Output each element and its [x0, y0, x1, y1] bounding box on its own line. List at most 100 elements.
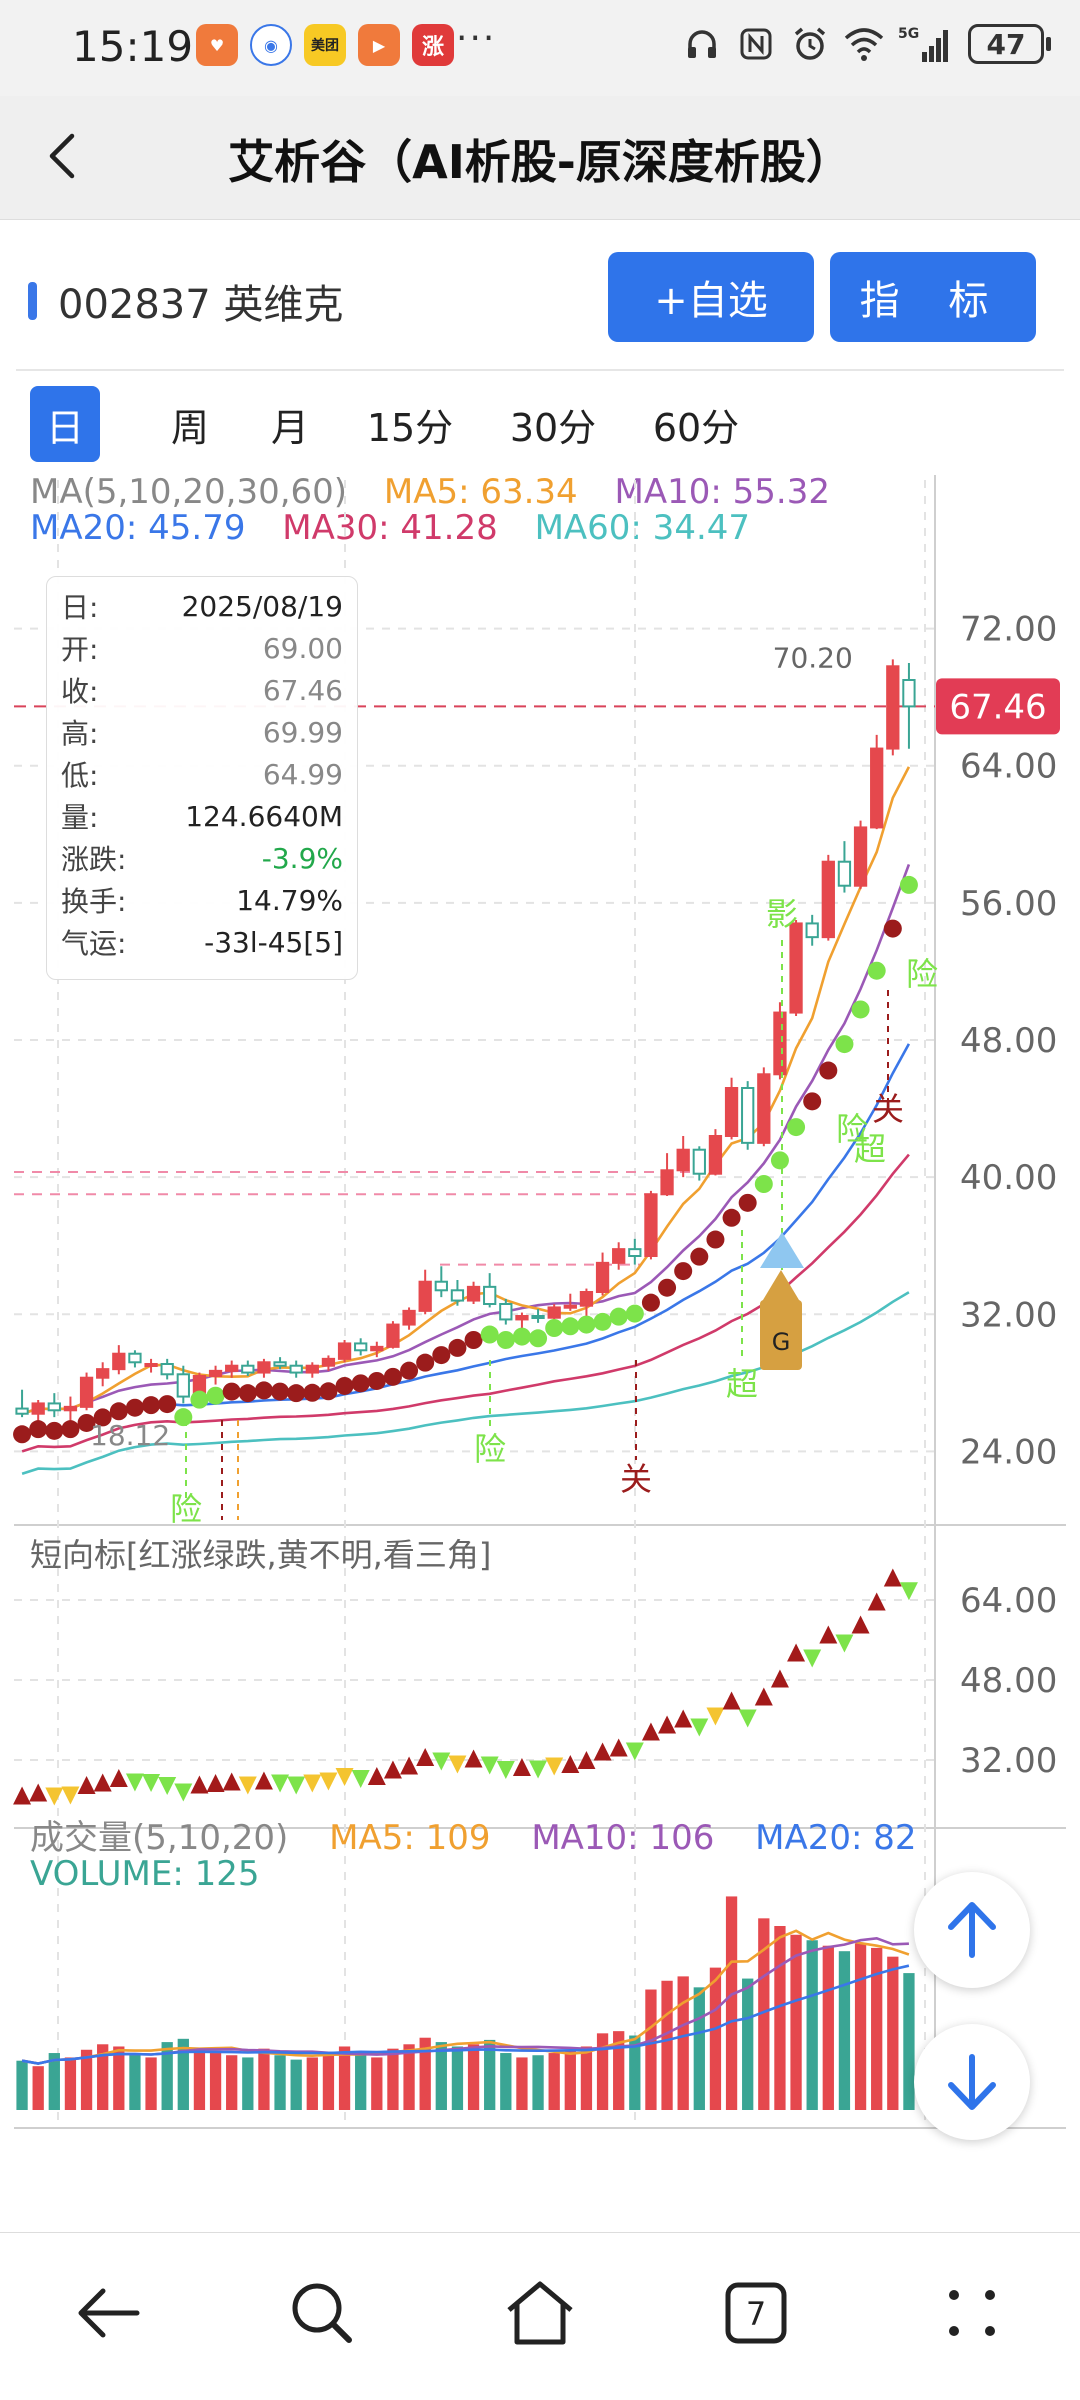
vol-ma10: MA10: 106 — [531, 1818, 715, 1858]
tab-30min[interactable]: 30分 — [509, 405, 597, 450]
marker-xian: 险 — [906, 955, 938, 993]
volume-bar — [774, 1926, 786, 2110]
candle-body — [128, 1352, 142, 1364]
info-row-change: 涨跌: -3.9% — [61, 837, 343, 879]
tab-month[interactable]: 月 — [270, 405, 309, 450]
marker-chao: 超 — [726, 1365, 758, 1403]
info-label: 量: — [61, 801, 99, 834]
tab-60min[interactable]: 60分 — [652, 405, 740, 450]
app-zhang-icon: 涨 — [412, 24, 454, 66]
candle-body — [870, 747, 884, 829]
trend-triangle — [835, 1634, 854, 1653]
marker-xian: 险 — [836, 1110, 868, 1148]
price-tag — [936, 678, 1060, 735]
add-watchlist-button[interactable]: +自选 — [608, 252, 814, 342]
home-icon — [507, 2281, 573, 2345]
volume-ma-line — [21, 1964, 910, 2065]
info-value: -3.9% — [261, 841, 343, 875]
header-divider — [16, 369, 1064, 371]
signal-dot — [400, 1361, 419, 1380]
trend-triangle — [13, 1786, 32, 1805]
scroll-down-button[interactable] — [914, 2024, 1030, 2140]
more-button[interactable] — [932, 2273, 1012, 2353]
candle-body — [595, 1261, 610, 1294]
signal-dot — [158, 1395, 177, 1414]
tab-15min[interactable]: 15分 — [366, 405, 454, 450]
candle-body — [241, 1364, 255, 1374]
tab-day[interactable]: 日 — [30, 386, 100, 462]
short-chart-title: 短向标[红涨绿跌,黄不明,看三角] — [30, 1536, 492, 1574]
search-button[interactable] — [282, 2273, 362, 2353]
stock-code-name: 002837 英维克 — [58, 282, 344, 328]
tabs-button[interactable]: 7 — [716, 2273, 796, 2353]
signal-dot — [383, 1367, 402, 1386]
trend-triangle — [658, 1715, 677, 1734]
volume-bar — [258, 2048, 270, 2110]
high-label: 70.20 — [773, 641, 853, 674]
signal-dot — [690, 1247, 709, 1266]
scroll-up-button[interactable] — [914, 1872, 1030, 1988]
tab-week[interactable]: 周 — [170, 405, 209, 450]
trend-triangle — [206, 1774, 225, 1792]
volume-bar — [16, 2060, 28, 2110]
candle-body — [15, 1407, 29, 1415]
home-button[interactable] — [500, 2273, 580, 2353]
trend-triangle — [512, 1758, 531, 1776]
signal-dot — [593, 1312, 612, 1331]
app-play-icon: ▶ — [358, 24, 400, 66]
signal-dot — [577, 1315, 596, 1334]
ma10-line — [21, 863, 911, 1415]
stock-accent-bar — [28, 282, 37, 320]
battery-icon: 47 — [968, 24, 1051, 64]
volume-bar — [580, 2046, 593, 2110]
info-value: 2025/08/19 — [181, 589, 343, 623]
trend-triangle — [899, 1582, 918, 1601]
status-right: 5G 47 — [682, 24, 1051, 64]
g-badge-label: G — [772, 1328, 791, 1356]
volume-bar — [709, 1967, 722, 2110]
info-value: 124.6640M — [185, 799, 343, 833]
candle-body — [337, 1342, 352, 1360]
marker-ying: 影 — [766, 895, 798, 933]
candle-body — [402, 1309, 416, 1326]
info-row-fortune: 气运: -33l-45[5] — [61, 921, 343, 963]
status-more-icon: ··· — [456, 18, 497, 59]
volume-bar — [903, 1973, 915, 2110]
trend-triangle — [238, 1776, 257, 1795]
app-globe-icon: ◉ — [250, 24, 292, 66]
candle-body — [160, 1363, 174, 1376]
volume-bars — [16, 1896, 915, 2110]
marker-xian: 险 — [474, 1430, 506, 1468]
candle-body — [289, 1364, 303, 1374]
volume-bar — [64, 2057, 77, 2110]
trend-triangle — [29, 1783, 48, 1802]
trend-triangle — [367, 1767, 386, 1785]
signal-dot — [819, 1061, 838, 1080]
kline-chart[interactable]: 72.00 64.00 56.00 48.00 40.00 32.00 24.00 67.46… — [0, 470, 1080, 2130]
info-label: 涨跌: — [61, 843, 127, 876]
g-badge-icon — [760, 1270, 802, 1305]
volume-bar — [177, 2038, 189, 2110]
chevron-left-icon — [49, 133, 75, 179]
signal-dot — [641, 1293, 660, 1312]
nav-back-button[interactable] — [68, 2273, 148, 2353]
candle-body — [805, 922, 819, 939]
candle-body — [225, 1364, 239, 1372]
volume-bar — [854, 1943, 867, 2110]
candle-body — [321, 1357, 336, 1367]
y-tick-label: 48.00 — [960, 1661, 1057, 1701]
back-button[interactable] — [36, 126, 96, 186]
signal-dot — [61, 1420, 80, 1439]
trend-triangle — [738, 1709, 757, 1728]
signal-dot — [464, 1331, 483, 1349]
signal-dot — [142, 1396, 161, 1415]
ma-legend: MA(5,10,20,30,60) MA5: 63.34 MA10: 55.32… — [30, 474, 856, 546]
trend-triangle — [335, 1768, 354, 1786]
candle-body — [837, 860, 852, 887]
volume-bar — [871, 1947, 883, 2110]
indicator-button[interactable]: 指 标 — [830, 252, 1036, 342]
signal-dot — [335, 1376, 354, 1395]
volume-legend: 成交量(5,10,20) MA5: 109 MA10: 106 MA20: 82… — [30, 1820, 947, 1892]
vol-ma5: MA5: 109 — [329, 1818, 491, 1858]
trend-triangle — [93, 1773, 112, 1792]
